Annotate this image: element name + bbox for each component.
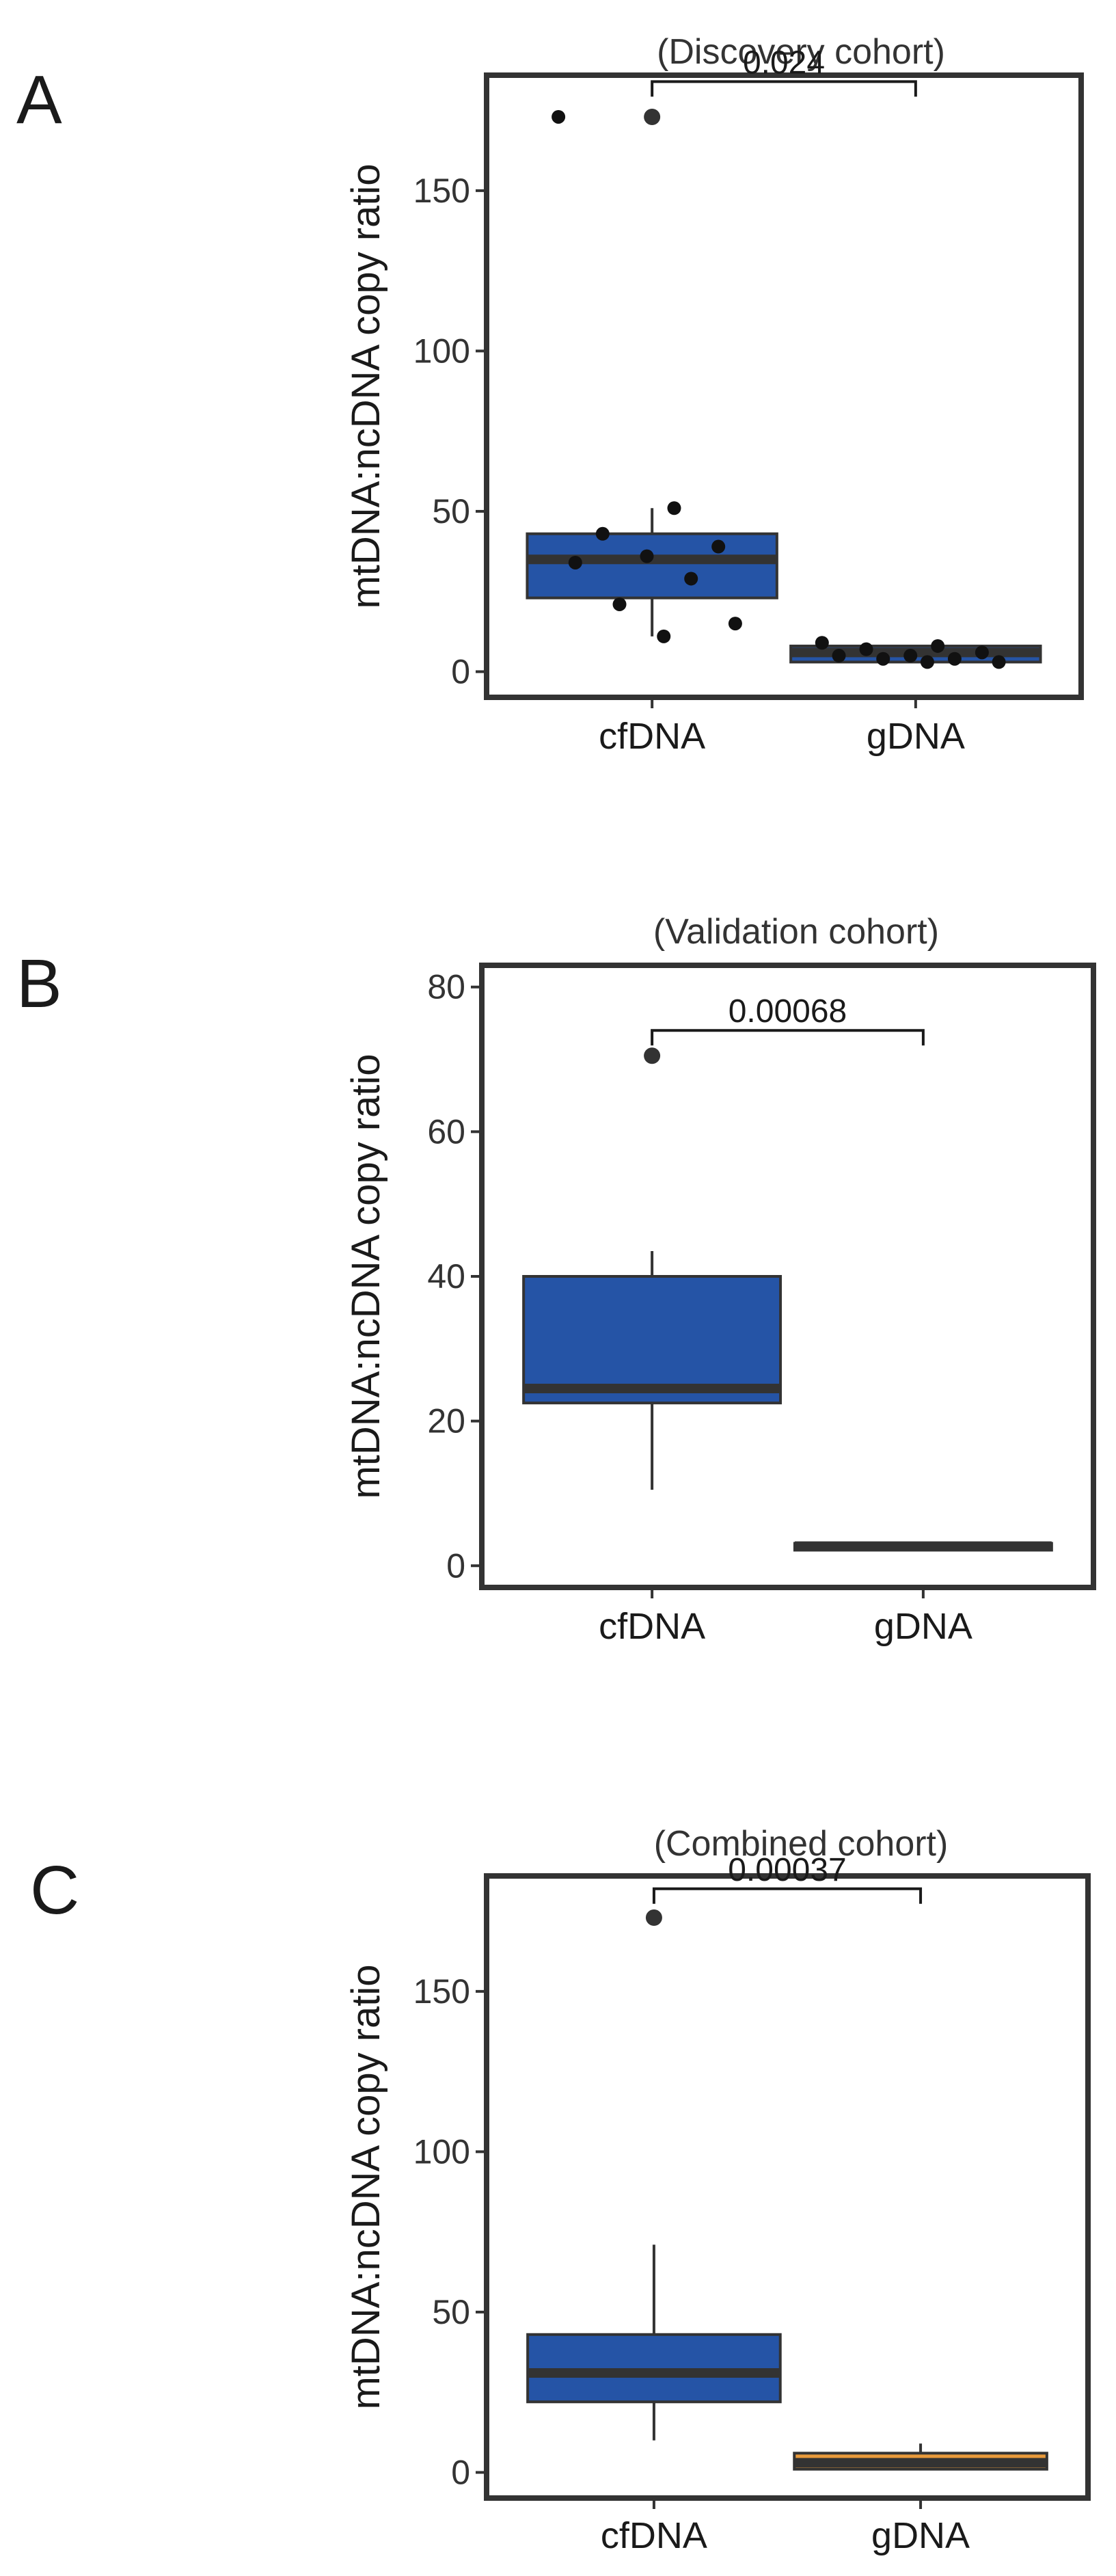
y-tick-label: 20 bbox=[427, 1402, 465, 1440]
plot-frame bbox=[484, 1873, 1091, 2501]
box-cfdna bbox=[522, 1047, 782, 1490]
x-tick-label: cfDNA bbox=[599, 1606, 705, 1647]
data-point bbox=[657, 629, 671, 643]
y-tick-label: 0 bbox=[446, 1546, 465, 1585]
y-tick-label: 0 bbox=[451, 652, 470, 690]
data-point bbox=[859, 642, 873, 656]
box-body bbox=[526, 2333, 782, 2404]
p-value-label: 0.00068 bbox=[729, 993, 847, 1030]
chart-title: (Combined cohort) bbox=[654, 1824, 949, 1864]
data-point bbox=[931, 639, 945, 653]
y-tick-label: 50 bbox=[432, 2293, 470, 2331]
y-axis-label: mtDNA:ncDNA copy ratio bbox=[344, 163, 388, 608]
data-point bbox=[684, 572, 698, 586]
outlier-point bbox=[645, 1909, 662, 1926]
y-axis-label: mtDNA:ncDNA copy ratio bbox=[344, 1964, 388, 2409]
box-gdna bbox=[789, 636, 1042, 669]
panel-letter: A bbox=[16, 62, 62, 138]
data-point bbox=[640, 549, 654, 563]
data-point bbox=[612, 597, 627, 611]
data-point bbox=[992, 655, 1006, 669]
panel-letter: C bbox=[30, 1852, 79, 1929]
y-tick-label: 40 bbox=[427, 1257, 465, 1296]
y-axis-label: mtDNA:ncDNA copy ratio bbox=[344, 1054, 388, 1499]
y-tick-label: 60 bbox=[427, 1112, 465, 1151]
x-tick-label: cfDNA bbox=[601, 2515, 707, 2556]
data-point bbox=[595, 526, 610, 541]
box-cfdna bbox=[526, 108, 778, 643]
x-tick-label: gDNA bbox=[867, 716, 965, 757]
box-body bbox=[522, 1275, 782, 1405]
y-tick-label: 100 bbox=[413, 332, 470, 370]
data-point bbox=[711, 539, 726, 554]
chart-panel-c: C (Combined cohort) mtDNA:ncDNA copy ratio… bbox=[30, 1824, 1091, 2556]
box-gdna bbox=[793, 2443, 1048, 2471]
panel-letter: B bbox=[16, 945, 62, 1022]
data-point bbox=[728, 617, 742, 631]
p-value-label: 0.00037 bbox=[728, 1852, 847, 1888]
y-tick-label: 150 bbox=[413, 1972, 470, 2011]
data-point bbox=[832, 649, 846, 663]
y-tick-label: 50 bbox=[432, 492, 470, 531]
plot-frame bbox=[484, 72, 1084, 700]
box-cfdna bbox=[526, 1909, 782, 2441]
data-point bbox=[552, 109, 566, 124]
x-tick-label: gDNA bbox=[874, 1606, 972, 1647]
data-point bbox=[975, 645, 989, 660]
comparison-bracket bbox=[651, 80, 917, 97]
y-tick-label: 0 bbox=[451, 2453, 470, 2491]
outlier-point bbox=[644, 108, 661, 125]
comparison-bracket bbox=[652, 1887, 923, 1904]
box-gdna bbox=[793, 1541, 1053, 1552]
data-point bbox=[667, 501, 681, 515]
y-tick-label: 80 bbox=[427, 968, 465, 1006]
chart-title: (Validation cohort) bbox=[653, 912, 939, 952]
y-tick-label: 100 bbox=[413, 2132, 470, 2171]
data-point bbox=[815, 636, 829, 650]
p-value-label: 0.024 bbox=[743, 44, 825, 81]
data-point bbox=[947, 652, 962, 666]
chart-title: (Discovery cohort) bbox=[657, 32, 945, 72]
y-tick-label: 150 bbox=[413, 172, 470, 210]
chart-panel-b: B (Validation cohort) mtDNA:ncDNA copy rat… bbox=[16, 912, 1096, 1647]
data-point bbox=[903, 649, 918, 663]
comparison-bracket bbox=[651, 1029, 925, 1046]
data-point bbox=[876, 652, 890, 666]
chart-panel-a: A (Discovery cohort) mtDNA:ncDNA copy rati… bbox=[16, 32, 1084, 757]
outlier-point bbox=[644, 1047, 661, 1064]
x-tick-label: cfDNA bbox=[599, 716, 705, 757]
box-body bbox=[526, 532, 778, 600]
data-point bbox=[920, 655, 934, 669]
data-point bbox=[568, 555, 582, 569]
x-tick-label: gDNA bbox=[871, 2515, 970, 2556]
